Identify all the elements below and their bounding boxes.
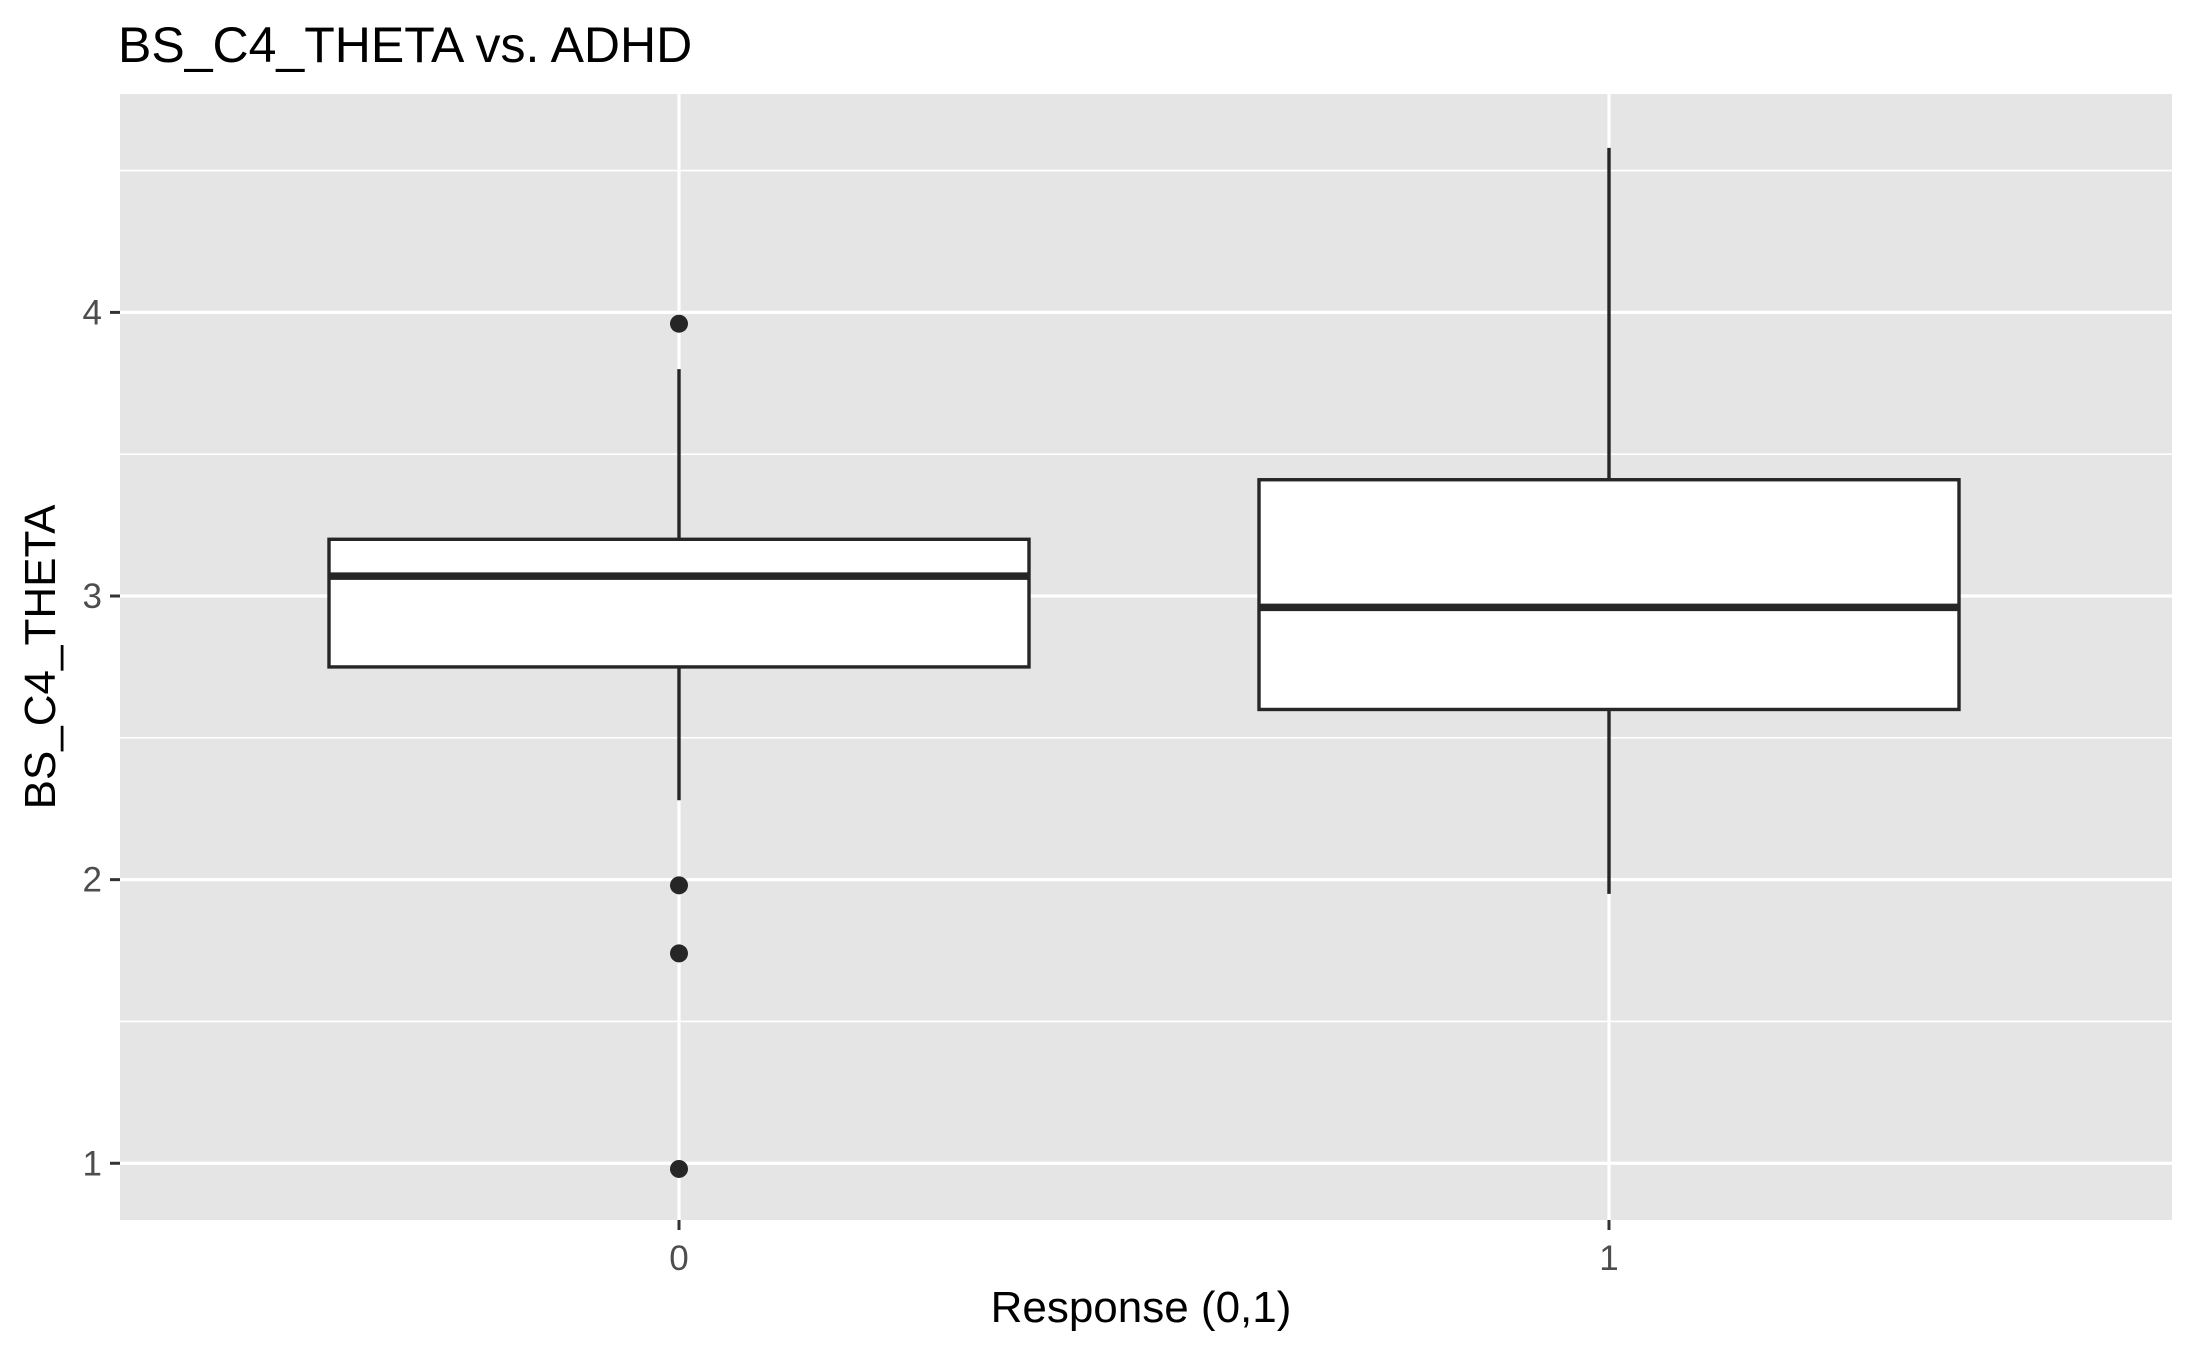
chart-title: BS_C4_THETA vs. ADHD (118, 17, 692, 73)
box-iqr (1257, 478, 1961, 712)
outlier-point (670, 314, 688, 333)
y-axis-title: BS_C4_THETA (16, 504, 65, 809)
boxplots (327, 147, 1961, 1178)
boxplot-1 (1257, 147, 1961, 894)
boxplot-0 (327, 314, 1031, 1178)
y-tick-label: 1 (83, 1144, 102, 1183)
axes: 1 2 3 4 0 1 (83, 293, 1619, 1278)
x-tick-label: 1 (1599, 1239, 1618, 1278)
outlier-point (670, 876, 688, 895)
box-iqr (327, 537, 1031, 669)
x-axis-title: Response (0,1) (991, 1283, 1292, 1332)
y-tick-label: 3 (83, 577, 102, 616)
outlier-point (670, 944, 688, 963)
y-tick-label: 4 (83, 293, 102, 332)
outlier-point (670, 1159, 688, 1178)
y-tick-label: 2 (83, 861, 102, 900)
x-tick-label: 0 (669, 1239, 688, 1278)
